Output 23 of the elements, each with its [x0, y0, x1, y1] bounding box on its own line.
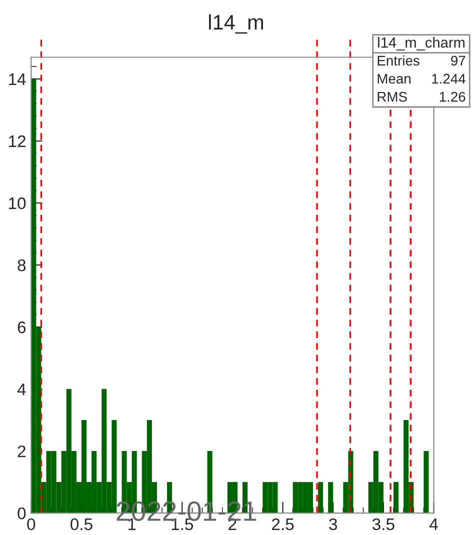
chart-title: l14_m	[209, 14, 263, 34]
y-tick-label: 10	[9, 197, 26, 210]
text: 1.26	[440, 92, 466, 102]
y-tick-label: 2	[18, 445, 26, 458]
y-tick-label: 12	[9, 135, 26, 148]
x-tick-label: 1	[128, 518, 136, 530]
x-tick-label: 3	[329, 518, 338, 530]
annotation: 1.244	[432, 74, 466, 84]
y-tick-label: 14	[9, 74, 26, 85]
x-tick-label: 3.5	[372, 518, 394, 530]
y-tick-label: 4	[17, 384, 26, 396]
text: l14_m_charm	[378, 37, 464, 50]
x-tick-label: 0.5	[70, 518, 92, 530]
annotation: Entries	[378, 55, 420, 66]
y-tick-label: 8	[18, 259, 26, 272]
x-tick-label: 0	[27, 518, 36, 530]
y-tick-label: 6	[18, 321, 26, 334]
y-tick-label: 0	[18, 507, 26, 520]
text: 97	[451, 56, 466, 66]
annotation: RMS	[378, 92, 407, 102]
x-tick-label: 4	[430, 518, 438, 530]
annotation: Mean	[378, 74, 410, 84]
x-tick-label: 2.5	[272, 518, 294, 530]
